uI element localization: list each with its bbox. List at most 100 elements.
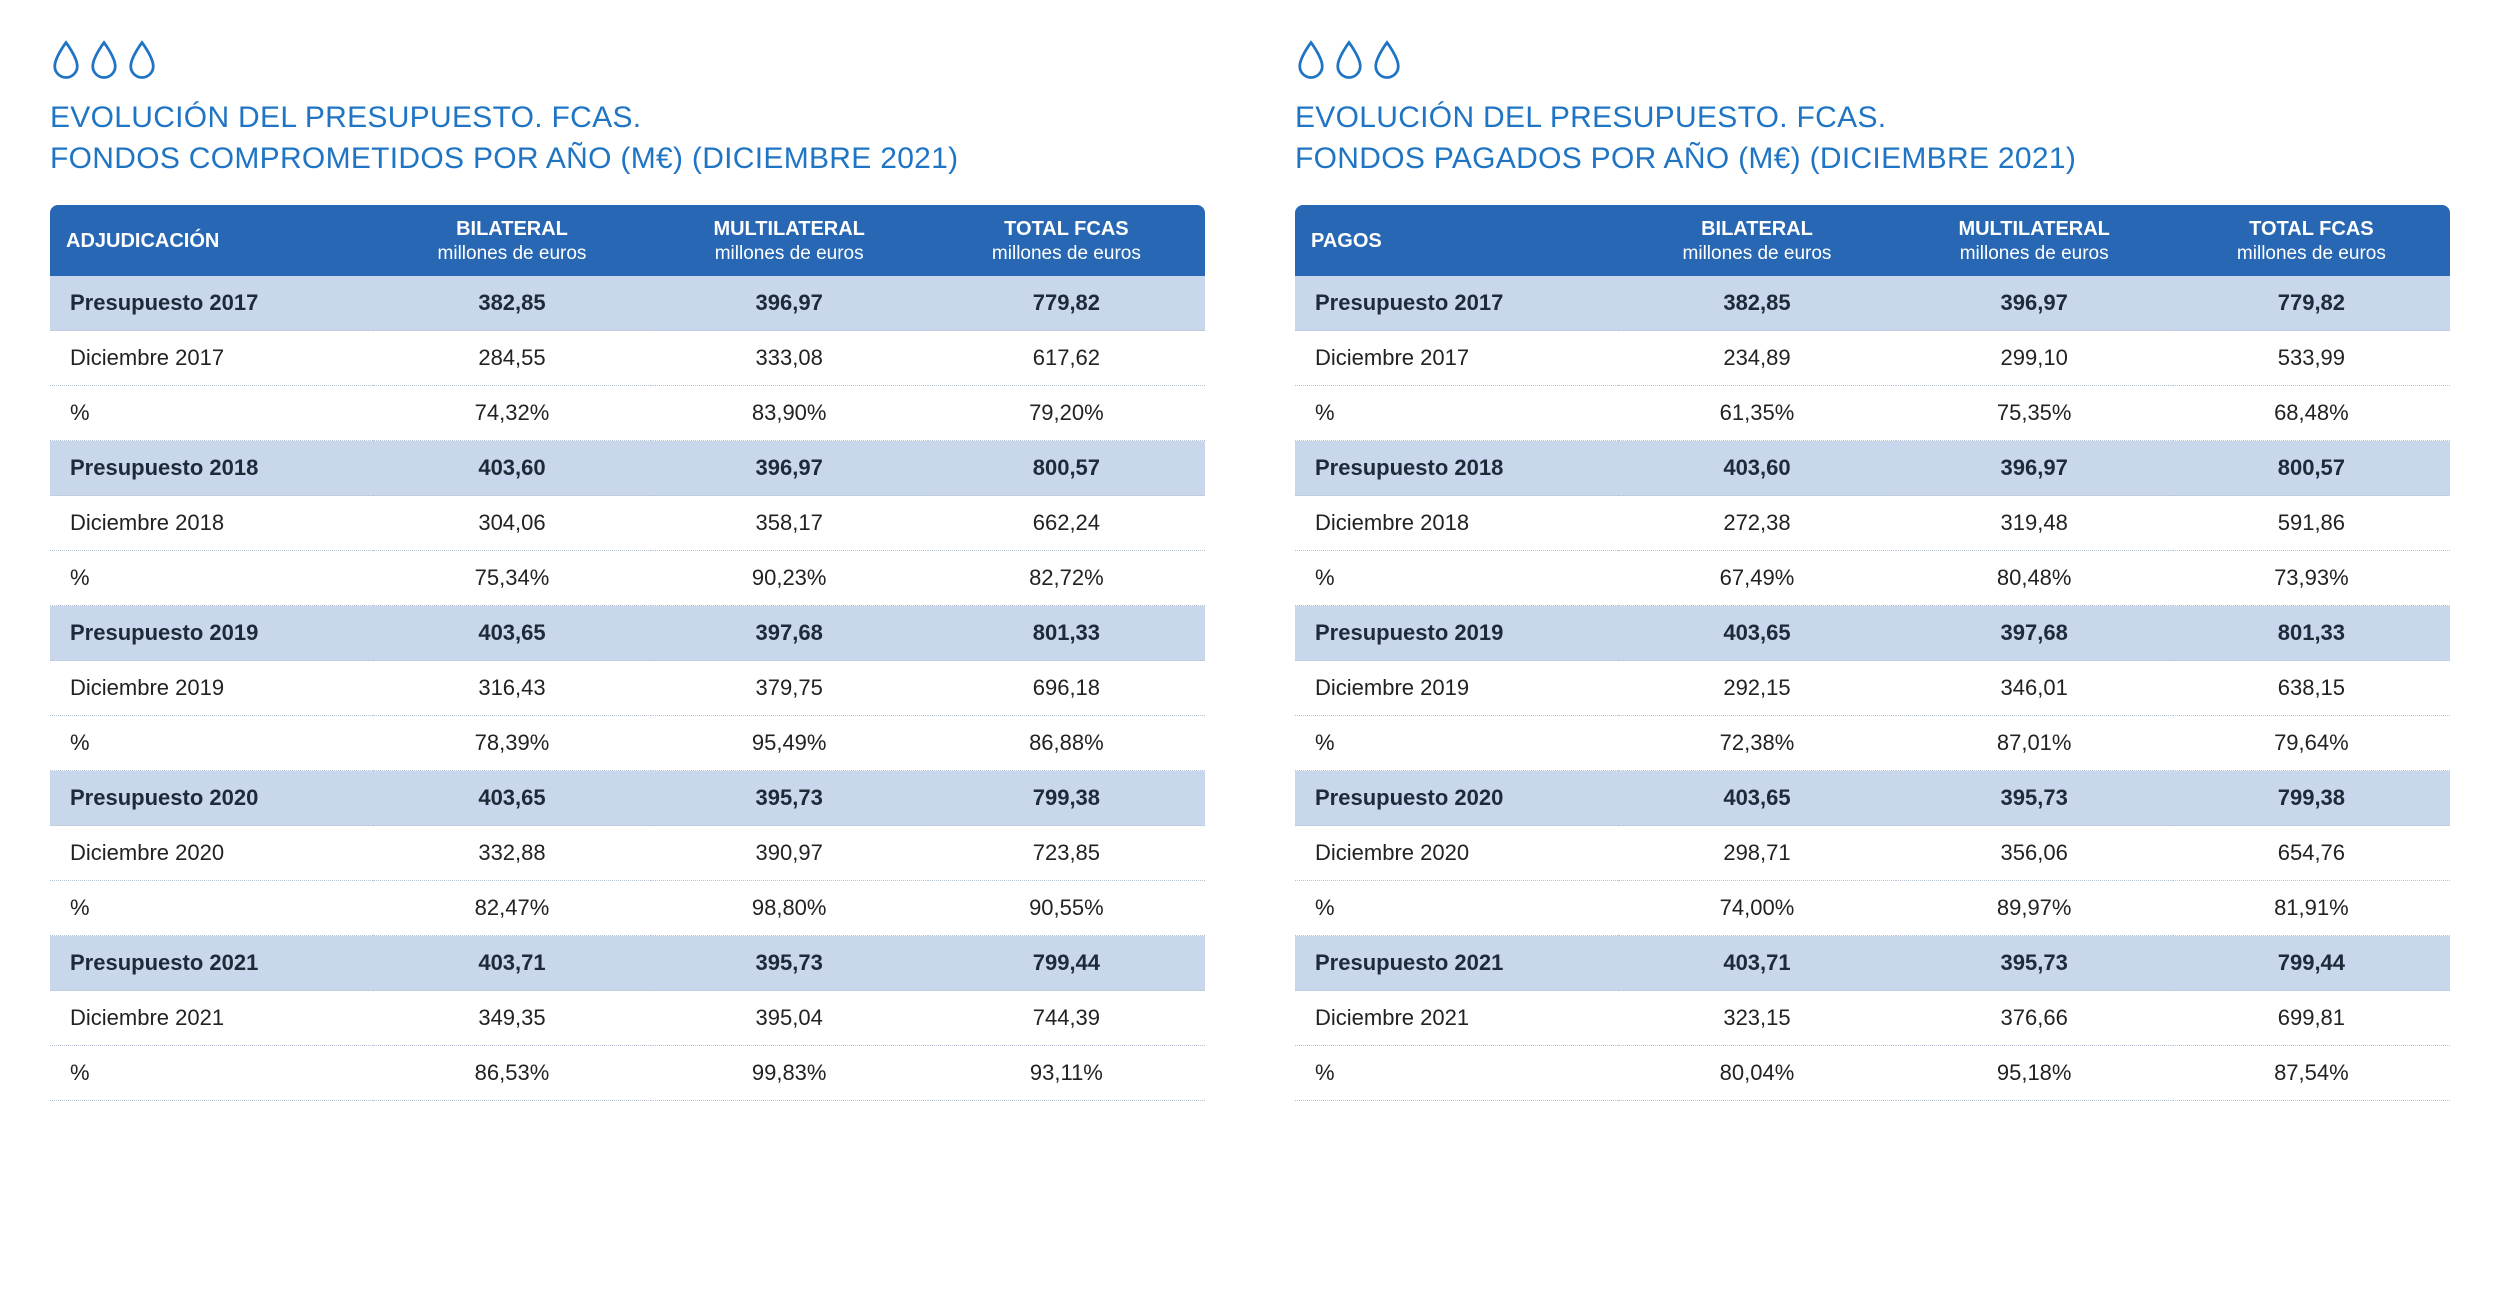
table-row: Presupuesto 2021403,71395,73799,44 — [1295, 936, 2450, 991]
cell-value: 95,18% — [1896, 1046, 2173, 1101]
row-label: Presupuesto 2020 — [1295, 771, 1618, 826]
cell-value: 403,65 — [1618, 606, 1895, 661]
table-row: Diciembre 2019316,43379,75696,18 — [50, 661, 1205, 716]
cell-value: 81,91% — [2173, 881, 2450, 936]
row-label: Presupuesto 2021 — [1295, 936, 1618, 991]
cell-value: 349,35 — [373, 991, 650, 1046]
row-label: Presupuesto 2019 — [1295, 606, 1618, 661]
cell-value: 390,97 — [651, 826, 928, 881]
cell-value: 395,04 — [651, 991, 928, 1046]
table-row: Presupuesto 2019403,65397,68801,33 — [50, 606, 1205, 661]
cell-value: 662,24 — [928, 496, 1205, 551]
drop-icon — [50, 40, 82, 80]
row-label: Diciembre 2017 — [50, 331, 373, 386]
cell-value: 72,38% — [1618, 716, 1895, 771]
cell-value: 397,68 — [1896, 606, 2173, 661]
col-header-sub: millones de euros — [389, 242, 634, 266]
cell-value: 395,73 — [1896, 771, 2173, 826]
col-header-sub: millones de euros — [1634, 242, 1879, 266]
drop-icon — [1371, 40, 1403, 80]
cell-value: 403,65 — [373, 606, 650, 661]
table-row: Presupuesto 2019403,65397,68801,33 — [1295, 606, 2450, 661]
cell-value: 403,65 — [1618, 771, 1895, 826]
row-label: Diciembre 2018 — [50, 496, 373, 551]
cell-value: 234,89 — [1618, 331, 1895, 386]
row-label: % — [50, 716, 373, 771]
panel-pagados: EVOLUCIÓN DEL PRESUPUESTO. FCAS. FONDOS … — [1295, 40, 2450, 1101]
cell-value: 99,83% — [651, 1046, 928, 1101]
col-header-pagos: PAGOS — [1295, 205, 1618, 276]
table-row: Presupuesto 2018403,60396,97800,57 — [1295, 441, 2450, 496]
cell-value: 800,57 — [2173, 441, 2450, 496]
cell-value: 86,53% — [373, 1046, 650, 1101]
cell-value: 87,01% — [1896, 716, 2173, 771]
title-line2: FONDOS COMPROMETIDOS POR AÑO (M€) (DICIE… — [50, 142, 958, 175]
col-header-main: BILATERAL — [456, 218, 568, 240]
cell-value: 298,71 — [1618, 826, 1895, 881]
table-row: Diciembre 2021323,15376,66699,81 — [1295, 991, 2450, 1046]
title-line1: EVOLUCIÓN DEL PRESUPUESTO. FCAS. — [1295, 101, 1886, 134]
cell-value: 356,06 — [1896, 826, 2173, 881]
cell-value: 75,35% — [1896, 386, 2173, 441]
cell-value: 654,76 — [2173, 826, 2450, 881]
col-header-bilateral: BILATERALmillones de euros — [373, 205, 650, 276]
cell-value: 779,82 — [2173, 276, 2450, 331]
cell-value: 323,15 — [1618, 991, 1895, 1046]
col-header-main: MULTILATERAL — [1958, 218, 2109, 240]
cell-value: 292,15 — [1618, 661, 1895, 716]
col-header-main: BILATERAL — [1701, 218, 1813, 240]
cell-value: 86,88% — [928, 716, 1205, 771]
table-row: Diciembre 2021349,35395,04744,39 — [50, 991, 1205, 1046]
cell-value: 533,99 — [2173, 331, 2450, 386]
panel-title: EVOLUCIÓN DEL PRESUPUESTO. FCAS. FONDOS … — [1295, 98, 2450, 179]
table-row: Presupuesto 2017382,85396,97779,82 — [50, 276, 1205, 331]
cell-value: 299,10 — [1896, 331, 2173, 386]
drops-icon-row — [1295, 40, 2450, 80]
table-row: Presupuesto 2020403,65395,73799,38 — [50, 771, 1205, 826]
cell-value: 61,35% — [1618, 386, 1895, 441]
cell-value: 801,33 — [928, 606, 1205, 661]
col-header-bilateral: BILATERALmillones de euros — [1618, 205, 1895, 276]
row-label: Diciembre 2019 — [50, 661, 373, 716]
row-label: Presupuesto 2020 — [50, 771, 373, 826]
table-row: Presupuesto 2018403,60396,97800,57 — [50, 441, 1205, 496]
row-label: % — [50, 386, 373, 441]
cell-value: 82,47% — [373, 881, 650, 936]
cell-value: 82,72% — [928, 551, 1205, 606]
cell-value: 396,97 — [1896, 441, 2173, 496]
drop-icon — [88, 40, 120, 80]
drop-icon — [1295, 40, 1327, 80]
cell-value: 79,20% — [928, 386, 1205, 441]
row-label: Diciembre 2021 — [50, 991, 373, 1046]
cell-value: 90,23% — [651, 551, 928, 606]
cell-value: 98,80% — [651, 881, 928, 936]
col-header-sub: millones de euros — [1912, 242, 2157, 266]
row-label: Diciembre 2019 — [1295, 661, 1618, 716]
cell-value: 696,18 — [928, 661, 1205, 716]
row-label: Presupuesto 2017 — [50, 276, 373, 331]
col-header-adjudicacion: ADJUDICACIÓN — [50, 205, 373, 276]
cell-value: 799,38 — [928, 771, 1205, 826]
cell-value: 284,55 — [373, 331, 650, 386]
cell-value: 799,44 — [928, 936, 1205, 991]
row-label: Diciembre 2018 — [1295, 496, 1618, 551]
table-row: %86,53%99,83%93,11% — [50, 1046, 1205, 1101]
col-header-total: TOTAL FCASmillones de euros — [2173, 205, 2450, 276]
cell-value: 403,60 — [373, 441, 650, 496]
cell-value: 74,32% — [373, 386, 650, 441]
cell-value: 68,48% — [2173, 386, 2450, 441]
cell-value: 396,97 — [651, 441, 928, 496]
cell-value: 67,49% — [1618, 551, 1895, 606]
cell-value: 87,54% — [2173, 1046, 2450, 1101]
cell-value: 779,82 — [928, 276, 1205, 331]
table-row: Diciembre 2017234,89299,10533,99 — [1295, 331, 2450, 386]
cell-value: 744,39 — [928, 991, 1205, 1046]
row-label: % — [1295, 881, 1618, 936]
row-label: Presupuesto 2018 — [1295, 441, 1618, 496]
cell-value: 396,97 — [651, 276, 928, 331]
cell-value: 617,62 — [928, 331, 1205, 386]
table-row: Presupuesto 2017382,85396,97779,82 — [1295, 276, 2450, 331]
row-label: Diciembre 2021 — [1295, 991, 1618, 1046]
drop-icon — [1333, 40, 1365, 80]
row-label: Diciembre 2020 — [50, 826, 373, 881]
